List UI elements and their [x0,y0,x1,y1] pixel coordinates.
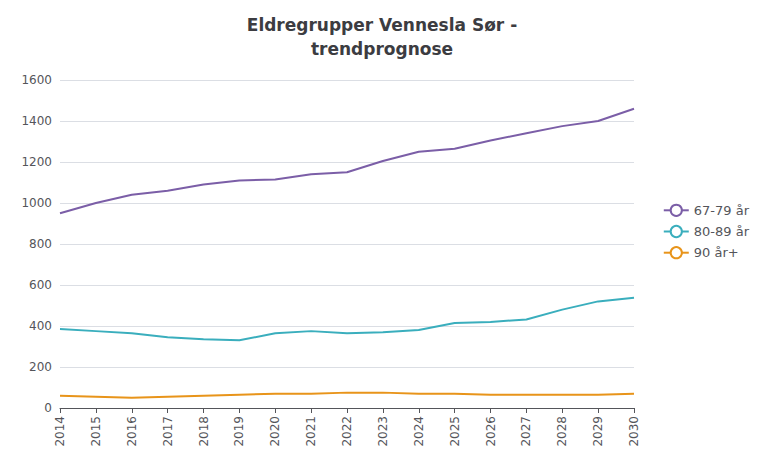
svg-text:1600: 1600 [21,73,52,87]
svg-text:67-79 år: 67-79 år [694,203,750,218]
svg-text:200: 200 [29,360,52,374]
svg-text:2028: 2028 [555,416,569,447]
svg-text:2023: 2023 [376,416,390,447]
svg-text:2015: 2015 [89,416,103,447]
svg-text:1400: 1400 [21,114,52,128]
svg-text:2016: 2016 [125,416,139,447]
svg-text:1200: 1200 [21,155,52,169]
svg-text:400: 400 [29,319,52,333]
svg-text:2025: 2025 [448,416,462,447]
svg-text:2027: 2027 [519,416,533,447]
svg-text:2021: 2021 [304,416,318,447]
svg-text:0: 0 [44,401,52,415]
svg-text:90 år+: 90 år+ [694,245,739,260]
svg-text:80-89 år: 80-89 år [694,224,750,239]
svg-text:1000: 1000 [21,196,52,210]
svg-text:2030: 2030 [627,416,641,447]
svg-text:Eldregrupper Vennesla Sør -: Eldregrupper Vennesla Sør - [247,15,517,35]
svg-text:2020: 2020 [268,416,282,447]
svg-text:2024: 2024 [412,416,426,447]
svg-text:2017: 2017 [161,416,175,447]
svg-text:2022: 2022 [340,416,354,447]
svg-text:2026: 2026 [484,416,498,447]
svg-text:2019: 2019 [232,416,246,447]
svg-text:2018: 2018 [197,416,211,447]
svg-text:2029: 2029 [591,416,605,447]
svg-text:trendprognose: trendprognose [311,39,453,59]
svg-text:2014: 2014 [53,416,67,447]
svg-text:600: 600 [29,278,52,292]
svg-text:800: 800 [29,237,52,251]
